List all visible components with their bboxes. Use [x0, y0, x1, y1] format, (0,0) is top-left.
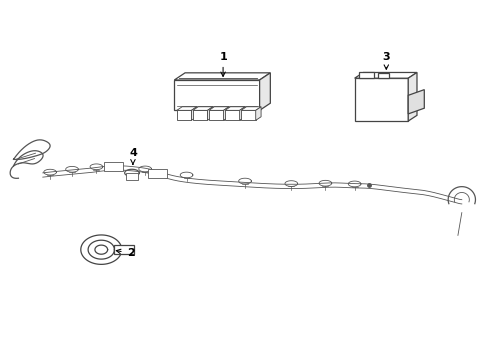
- Polygon shape: [408, 90, 424, 114]
- Polygon shape: [115, 246, 134, 254]
- Polygon shape: [193, 111, 207, 120]
- Polygon shape: [147, 169, 167, 178]
- Polygon shape: [260, 73, 270, 111]
- Polygon shape: [355, 78, 408, 121]
- Polygon shape: [378, 73, 389, 78]
- Polygon shape: [174, 80, 260, 111]
- Polygon shape: [240, 107, 245, 120]
- Polygon shape: [225, 111, 240, 120]
- Text: 3: 3: [383, 52, 390, 69]
- Polygon shape: [209, 111, 223, 120]
- Text: 4: 4: [129, 148, 137, 164]
- Text: 2: 2: [116, 248, 134, 258]
- Polygon shape: [209, 107, 229, 111]
- Polygon shape: [225, 107, 245, 111]
- Polygon shape: [177, 107, 197, 111]
- Polygon shape: [256, 107, 261, 120]
- Polygon shape: [355, 72, 417, 78]
- Polygon shape: [126, 173, 138, 180]
- Polygon shape: [174, 73, 270, 80]
- Polygon shape: [223, 107, 229, 120]
- Polygon shape: [241, 111, 256, 120]
- Polygon shape: [408, 72, 417, 121]
- Polygon shape: [207, 107, 213, 120]
- Text: 1: 1: [219, 52, 227, 76]
- Polygon shape: [359, 72, 374, 78]
- Polygon shape: [193, 107, 213, 111]
- Polygon shape: [177, 111, 192, 120]
- Polygon shape: [192, 107, 197, 120]
- Polygon shape: [241, 107, 261, 111]
- Polygon shape: [104, 162, 123, 171]
